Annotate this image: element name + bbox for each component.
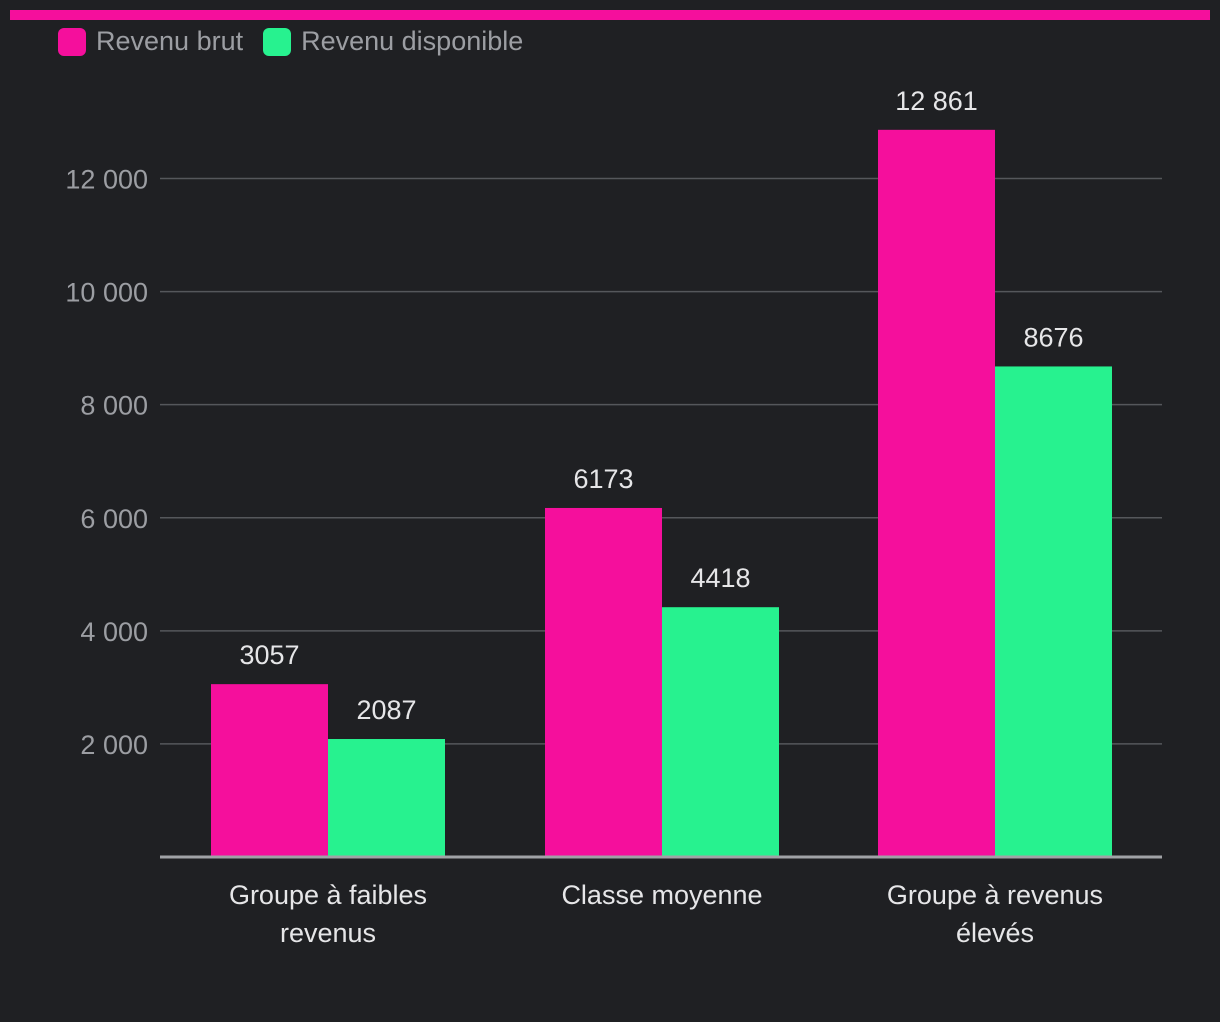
bar-revenu-disponible[interactable] bbox=[995, 366, 1112, 857]
bar-revenu-brut[interactable] bbox=[878, 129, 995, 857]
x-tick-label: revenus bbox=[280, 918, 376, 948]
data-label: 4418 bbox=[690, 563, 750, 593]
data-label: 6173 bbox=[573, 464, 633, 494]
legend-label-revenu-brut: Revenu brut bbox=[96, 26, 244, 56]
data-label: 2087 bbox=[356, 695, 416, 725]
data-label: 8676 bbox=[1023, 322, 1083, 352]
y-tick-label: 6 000 bbox=[80, 504, 148, 534]
legend: Revenu brut Revenu disponible bbox=[58, 26, 523, 57]
bar-revenu-brut[interactable] bbox=[211, 684, 328, 857]
x-tick-label: Classe moyenne bbox=[561, 880, 762, 910]
y-tick-label: 8 000 bbox=[80, 391, 148, 421]
y-tick-label: 4 000 bbox=[80, 617, 148, 647]
y-tick-label: 10 000 bbox=[65, 278, 148, 308]
legend-item-revenu-disponible[interactable]: Revenu disponible bbox=[263, 26, 523, 57]
x-tick-label: Groupe à revenus bbox=[887, 880, 1103, 910]
bar-revenu-brut[interactable] bbox=[545, 507, 662, 857]
data-label: 12 861 bbox=[895, 86, 978, 116]
legend-item-revenu-brut[interactable]: Revenu brut bbox=[58, 26, 243, 57]
legend-swatch-revenu-brut bbox=[58, 27, 86, 56]
bar-revenu-disponible[interactable] bbox=[662, 607, 779, 857]
legend-swatch-revenu-disponible bbox=[263, 27, 292, 56]
top-accent-stripe bbox=[10, 10, 1210, 20]
bar-revenu-disponible[interactable] bbox=[328, 738, 445, 857]
data-label: 3057 bbox=[239, 640, 299, 670]
x-tick-label: Groupe à faibles bbox=[229, 880, 427, 910]
y-tick-label: 12 000 bbox=[65, 165, 148, 195]
y-tick-label: 2 000 bbox=[80, 730, 148, 760]
legend-label-revenu-disponible: Revenu disponible bbox=[301, 26, 524, 56]
x-tick-label: élevés bbox=[956, 918, 1034, 948]
